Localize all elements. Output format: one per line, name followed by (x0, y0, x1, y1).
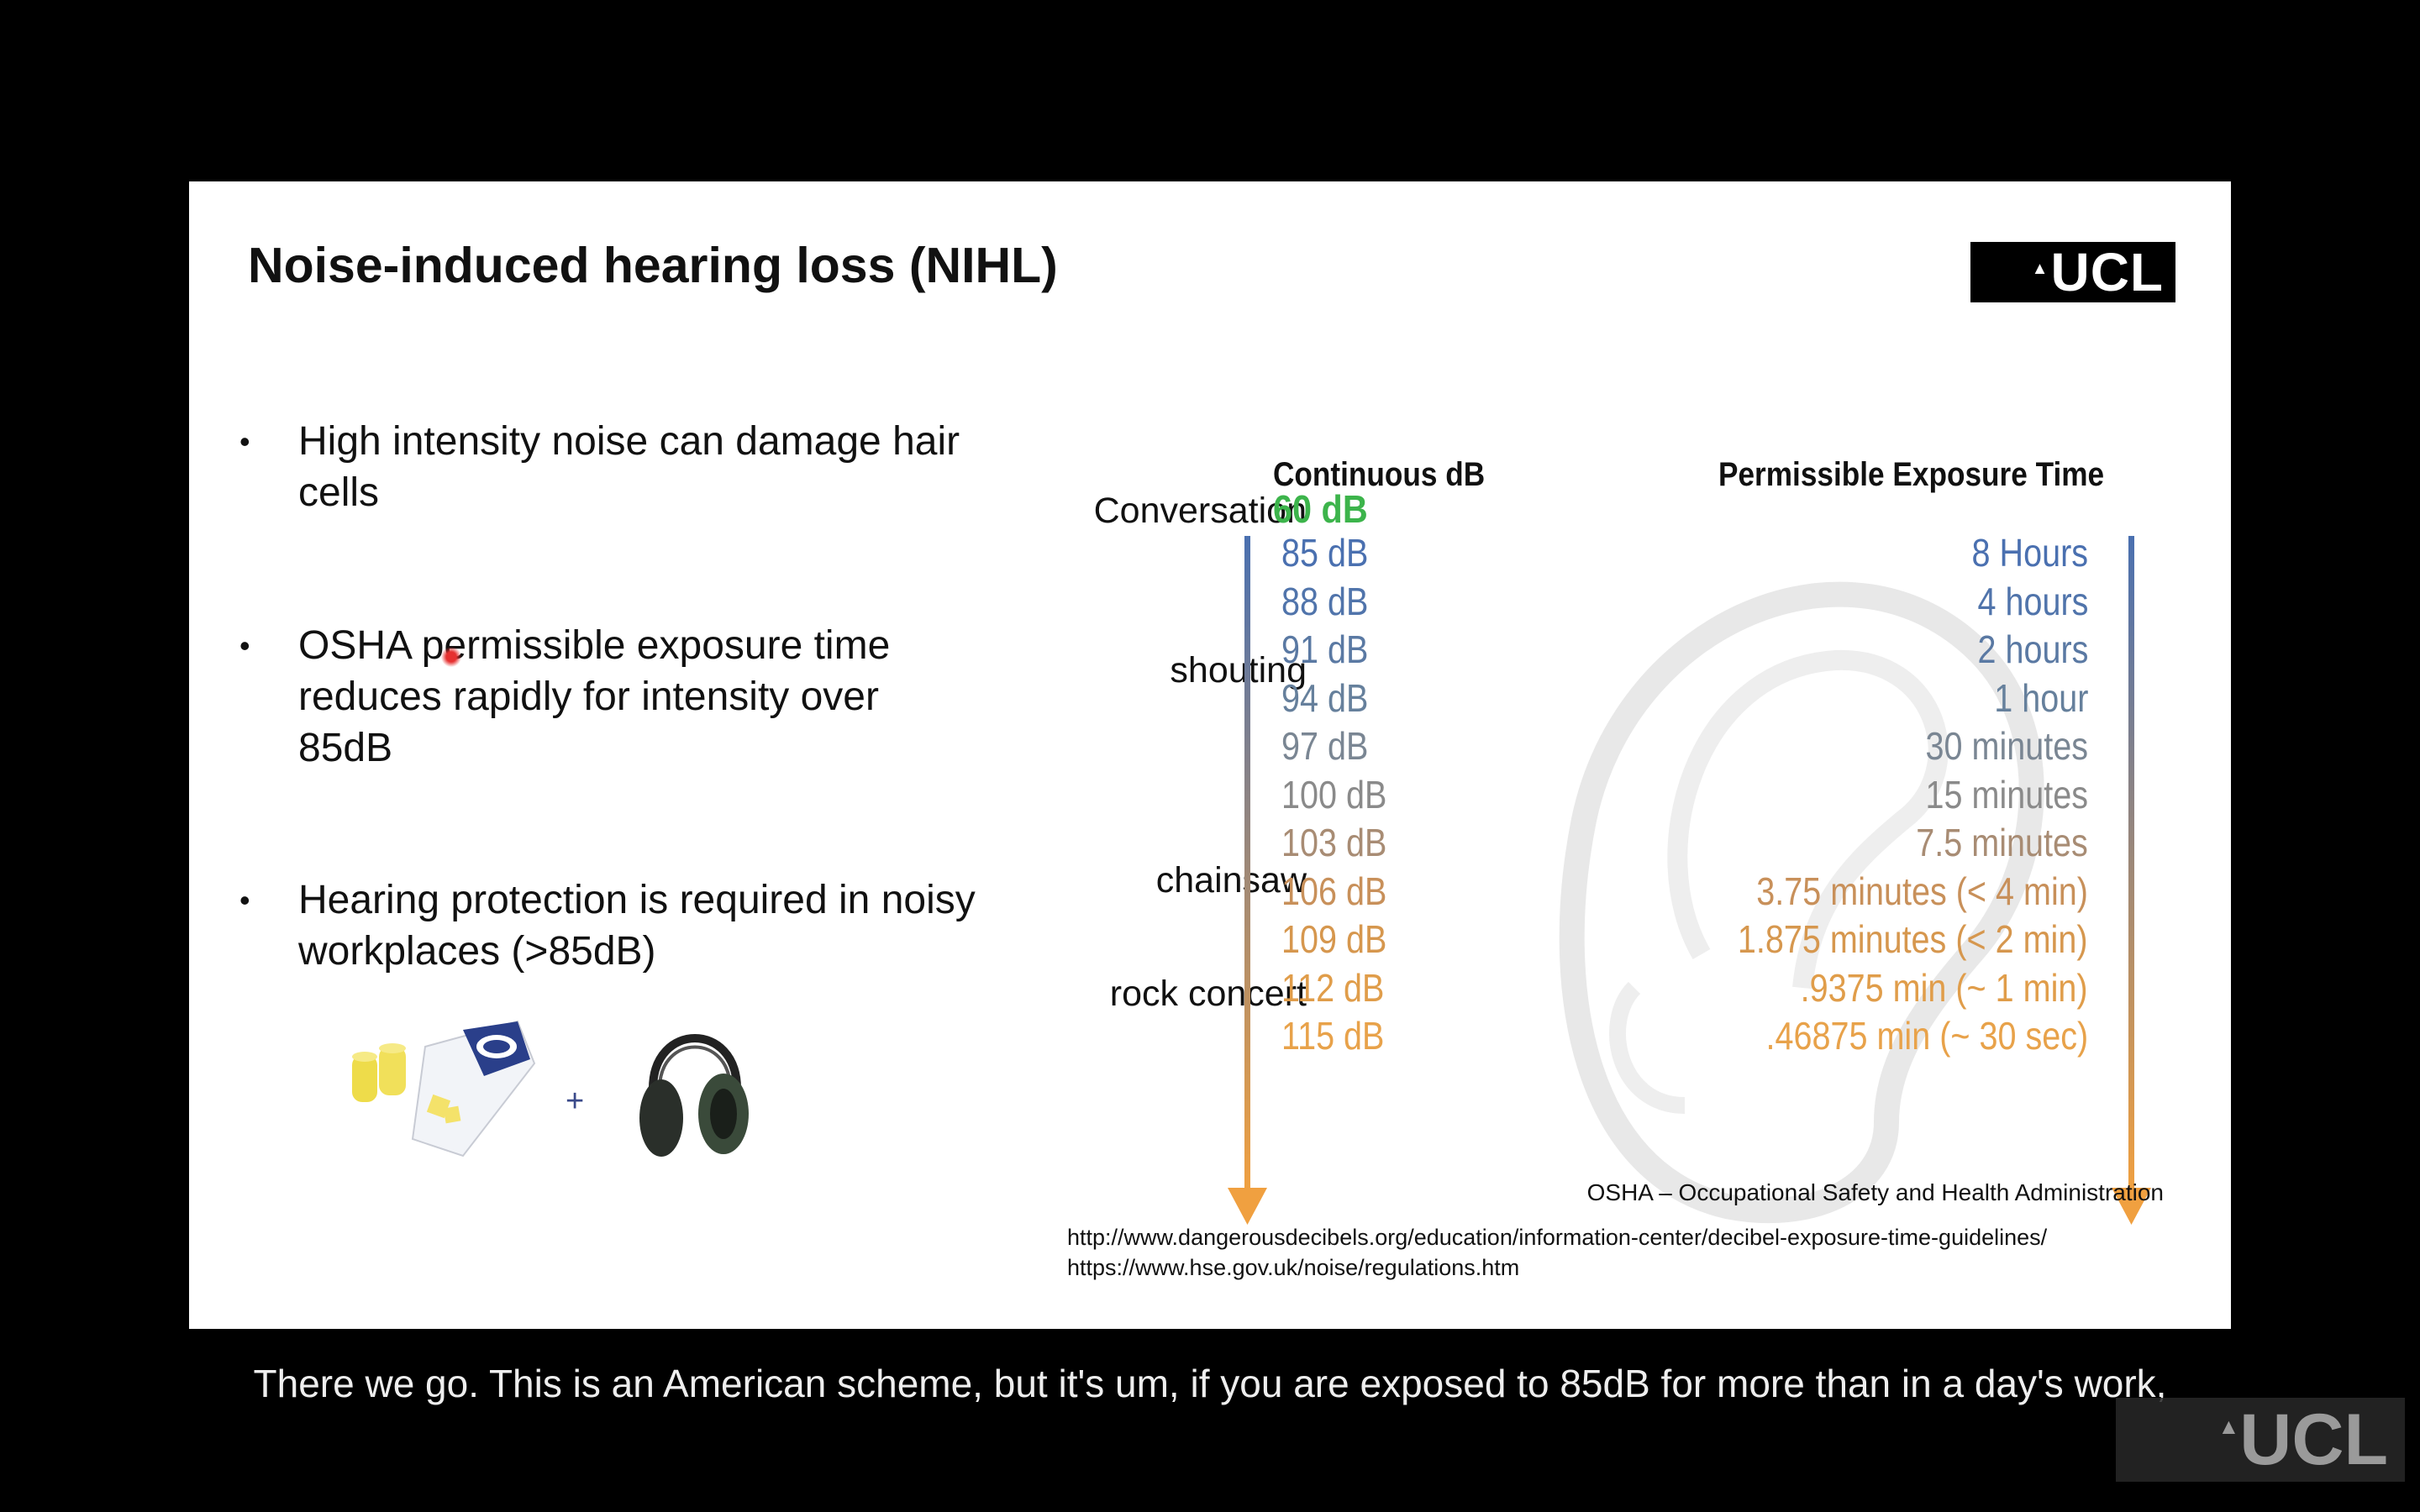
db-value: 106 dB (1281, 869, 1387, 913)
ucl-watermark: ▲UCL (2116, 1398, 2405, 1482)
exposure-time-value: .9375 min (~ 1 min) (1801, 966, 2088, 1010)
logo-text: UCL (2050, 242, 2164, 302)
bullet-item: • High intensity noise can damage hair c… (239, 416, 979, 518)
portico-icon: ▲ (2031, 260, 2049, 278)
watermark-text: UCL (2239, 1399, 2388, 1480)
db-value: 91 dB (1281, 627, 1369, 671)
bullet-text: OSHA permissible exposure time reduces r… (298, 623, 891, 770)
db-value: 115 dB (1281, 1014, 1385, 1058)
right-arrow-icon (2112, 536, 2151, 1225)
db-value: 88 dB (1281, 580, 1369, 623)
laser-pointer-icon (441, 647, 461, 667)
exposure-time-value: 15 minutes (1925, 773, 2088, 816)
db-value: 85 dB (1281, 531, 1369, 575)
label-conversation: Conversation (1093, 491, 1307, 531)
bullet-item: • OSHA permissible exposure time reduces… (239, 620, 979, 774)
label-rock-concert: rock concert (1109, 974, 1307, 1014)
exposure-time-value: 1.875 minutes (< 2 min) (1738, 917, 2088, 961)
db-value: 103 dB (1281, 821, 1387, 864)
exposure-time-value: 30 minutes (1925, 724, 2088, 768)
header-continuous-db: Continuous dB (1273, 456, 1486, 493)
source-url[interactable]: https://www.hse.gov.uk/noise/regulations… (1067, 1255, 1520, 1280)
db-value: 100 dB (1281, 773, 1387, 816)
label-shouting: shouting (1170, 650, 1307, 690)
bullet-text: High intensity noise can damage hair cel… (298, 419, 960, 515)
earmuffs-image (639, 1034, 749, 1157)
osha-note: OSHA – Occupational Safety and Health Ad… (1586, 1179, 2164, 1205)
plus-sign: + (566, 1084, 585, 1119)
subtitle-caption: There we go. This is an American scheme,… (253, 1362, 2167, 1405)
slide-title: Noise-induced hearing loss (NIHL) (248, 238, 1058, 293)
bullet-text: Hearing protection is required in noisy … (298, 878, 976, 974)
earplugs-image (352, 1020, 536, 1158)
exposure-time-value: 1 hour (1993, 676, 2088, 720)
db-value: 97 dB (1281, 724, 1369, 768)
ear-outline-image (1559, 581, 2044, 1224)
portico-icon: ▲ (2217, 1414, 2240, 1439)
db-value: 112 dB (1281, 966, 1385, 1010)
bullet-symbol: • (239, 424, 250, 459)
exposure-time-value: 4 hours (1977, 580, 2088, 623)
exposure-time-value: 3.75 minutes (< 4 min) (1756, 869, 2088, 913)
source-url[interactable]: http://www.dangerousdecibels.org/educati… (1067, 1225, 2048, 1250)
exposure-time-value: .46875 min (~ 30 sec) (1765, 1014, 2088, 1058)
slide: Noise-induced hearing loss (NIHL) ▲UCL •… (189, 181, 2231, 1329)
db-value: 94 dB (1281, 676, 1369, 720)
db-value: 109 dB (1281, 917, 1387, 961)
header-exposure-time: Permissible Exposure Time (1718, 456, 2105, 493)
ucl-logo: ▲UCL (1970, 242, 2175, 302)
bullet-symbol: • (239, 883, 250, 917)
bullet-symbol: • (239, 628, 250, 663)
bullet-item: • Hearing protection is required in nois… (239, 874, 979, 977)
db-conversation: 60 dB (1273, 487, 1368, 531)
exposure-time-value: 2 hours (1977, 627, 2088, 671)
label-chainsaw: chainsaw (1155, 860, 1307, 900)
exposure-time-value: 8 Hours (1971, 531, 2088, 575)
exposure-time-value: 7.5 minutes (1916, 821, 2088, 864)
